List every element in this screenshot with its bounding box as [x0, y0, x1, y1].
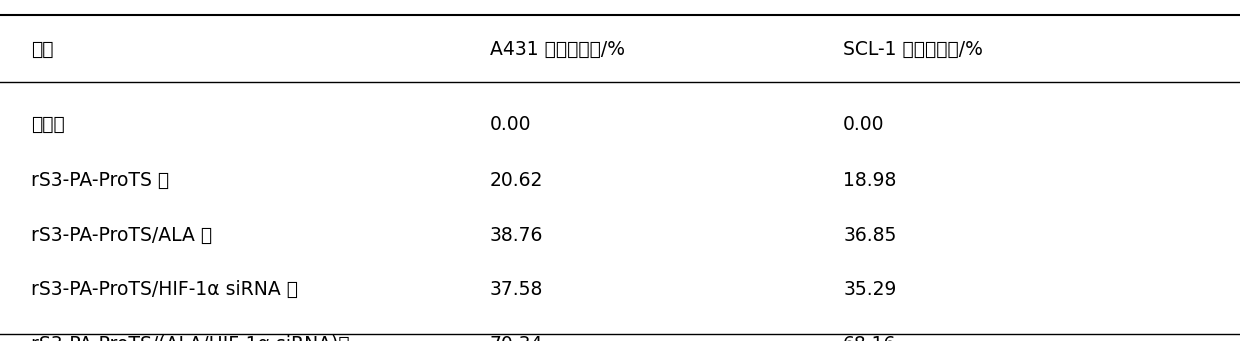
- Text: 37.58: 37.58: [490, 280, 543, 299]
- Text: rS3-PA-ProTS 组: rS3-PA-ProTS 组: [31, 171, 169, 190]
- Text: rS3-PA-ProTS/(ALA/HIF-1α siRNA)组: rS3-PA-ProTS/(ALA/HIF-1α siRNA)组: [31, 335, 350, 341]
- Text: 36.85: 36.85: [843, 226, 897, 245]
- Text: A431 细胞抑制率/%: A431 细胞抑制率/%: [490, 40, 625, 59]
- Text: 70.34: 70.34: [490, 335, 543, 341]
- Text: SCL-1 细胞抑制率/%: SCL-1 细胞抑制率/%: [843, 40, 983, 59]
- Text: 0.00: 0.00: [490, 115, 531, 134]
- Text: 组别: 组别: [31, 40, 53, 59]
- Text: rS3-PA-ProTS/HIF-1α siRNA 组: rS3-PA-ProTS/HIF-1α siRNA 组: [31, 280, 298, 299]
- Text: 18.98: 18.98: [843, 171, 897, 190]
- Text: 20.62: 20.62: [490, 171, 543, 190]
- Text: rS3-PA-ProTS/ALA 组: rS3-PA-ProTS/ALA 组: [31, 226, 212, 245]
- Text: 35.29: 35.29: [843, 280, 897, 299]
- Text: 0.00: 0.00: [843, 115, 884, 134]
- Text: 对照组: 对照组: [31, 115, 64, 134]
- Text: 38.76: 38.76: [490, 226, 543, 245]
- Text: 68.16: 68.16: [843, 335, 897, 341]
